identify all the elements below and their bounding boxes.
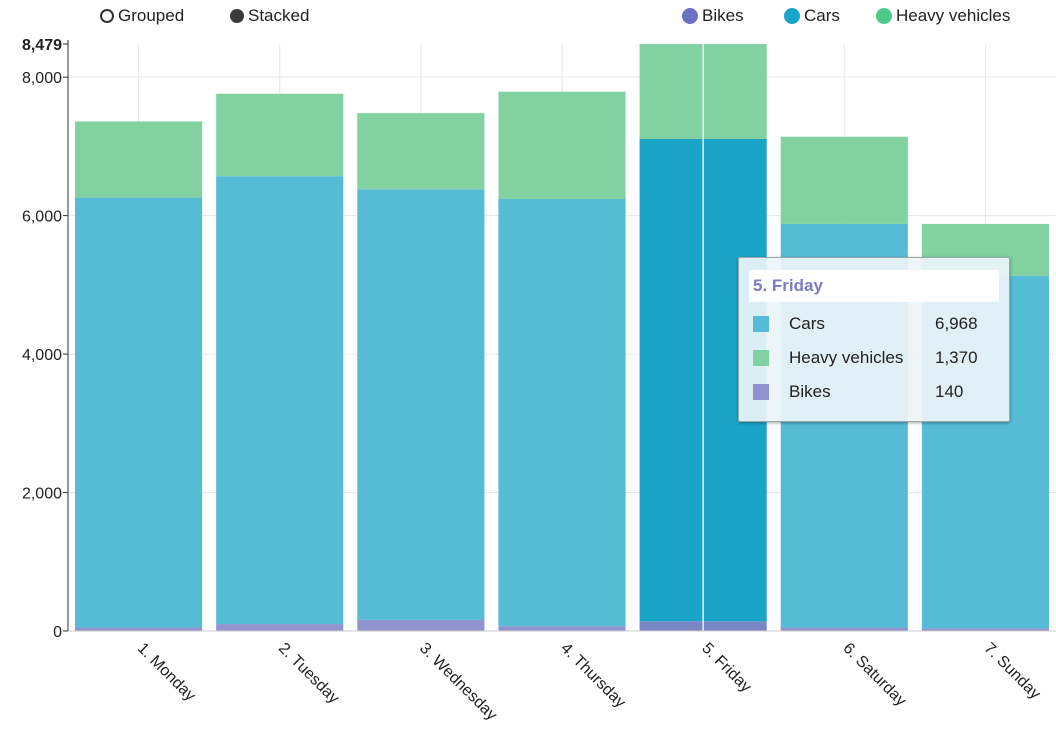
tooltip-value: 6,968 [935,314,978,333]
stacked-toggle[interactable]: Stacked [230,6,309,26]
tooltip-swatch-icon [753,316,769,332]
legend-item-cars[interactable]: Cars [784,6,840,26]
bar-heavy-vehicles[interactable] [780,136,908,224]
legend-label: Bikes [702,6,744,25]
x-tick-label: 5. Friday [698,640,754,696]
tooltip-title: 5. Friday [749,270,999,302]
bar-cars[interactable] [357,189,485,620]
bar-bikes[interactable] [357,619,485,631]
x-tick-label: 1. Monday [134,640,199,705]
bar-heavy-vehicles[interactable] [216,93,344,177]
legend-swatch-icon [682,8,698,24]
bar-bikes[interactable] [498,626,626,631]
legend-swatch-icon [784,8,800,24]
radio-checked-icon [230,9,244,23]
legend-label: Cars [804,6,840,25]
y-tick-label: 6,000 [22,209,62,226]
bar-heavy-vehicles[interactable] [498,91,626,200]
tooltip-row-heavy-vehicles: Heavy vehicles 1,370 [753,346,995,370]
y-tick-label: 4,000 [22,347,62,364]
legend-swatch-icon [876,8,892,24]
bar-heavy-vehicles[interactable] [75,121,203,198]
grouped-toggle[interactable]: Grouped [100,6,184,26]
bar-cars[interactable] [216,176,344,625]
tooltip-value: 140 [935,382,964,401]
stacked-label: Stacked [248,6,310,25]
bar-series [75,44,1049,631]
x-tick-label: 3. Wednesday [416,640,500,724]
x-tick-label: 7. Sunday [981,640,1044,703]
tooltip-row-bikes: Bikes 140 [753,380,995,404]
bar-bikes[interactable] [75,627,203,631]
y-tick-label: 0 [53,624,62,641]
x-tick-label: 4. Thursday [557,640,629,712]
legend-item-heavy-vehicles[interactable]: Heavy vehicles [876,6,1010,26]
tooltip-swatch-icon [753,384,769,400]
grouped-label: Grouped [118,6,185,25]
radio-unchecked-icon [100,9,114,23]
legend-item-bikes[interactable]: Bikes [682,6,744,26]
x-tick-label: 6. Saturday [839,640,909,710]
y-axis: 0 2,000 4,000 6,000 8,000 8,479 [22,37,69,641]
bar-cars[interactable] [498,199,626,627]
x-axis: 1. Monday 2. Tuesday 3. Wednesday 4. Thursd… [68,630,1056,724]
tooltip-swatch-icon [753,350,769,366]
y-tick-label: 2,000 [22,486,62,503]
tooltip-label: Bikes [789,382,831,401]
bar-heavy-vehicles[interactable] [357,113,485,190]
bar-bikes[interactable] [216,624,344,631]
y-max-label: 8,479 [22,37,62,54]
tooltip-row-cars: Cars 6,968 [753,312,995,336]
bar-bikes[interactable] [780,627,908,631]
y-tick-label: 8,000 [22,70,62,87]
x-tick-label: 2. Tuesday [275,640,342,707]
bar-cars[interactable] [75,197,203,628]
tooltip-label: Heavy vehicles [789,348,904,367]
legend-label: Heavy vehicles [896,6,1011,25]
tooltip: 5. Friday Cars 6,968 Heavy vehicles 1,37… [738,257,1010,422]
tooltip-label: Cars [789,314,825,333]
tooltip-value: 1,370 [935,348,978,367]
bar-bikes[interactable] [921,628,1049,631]
